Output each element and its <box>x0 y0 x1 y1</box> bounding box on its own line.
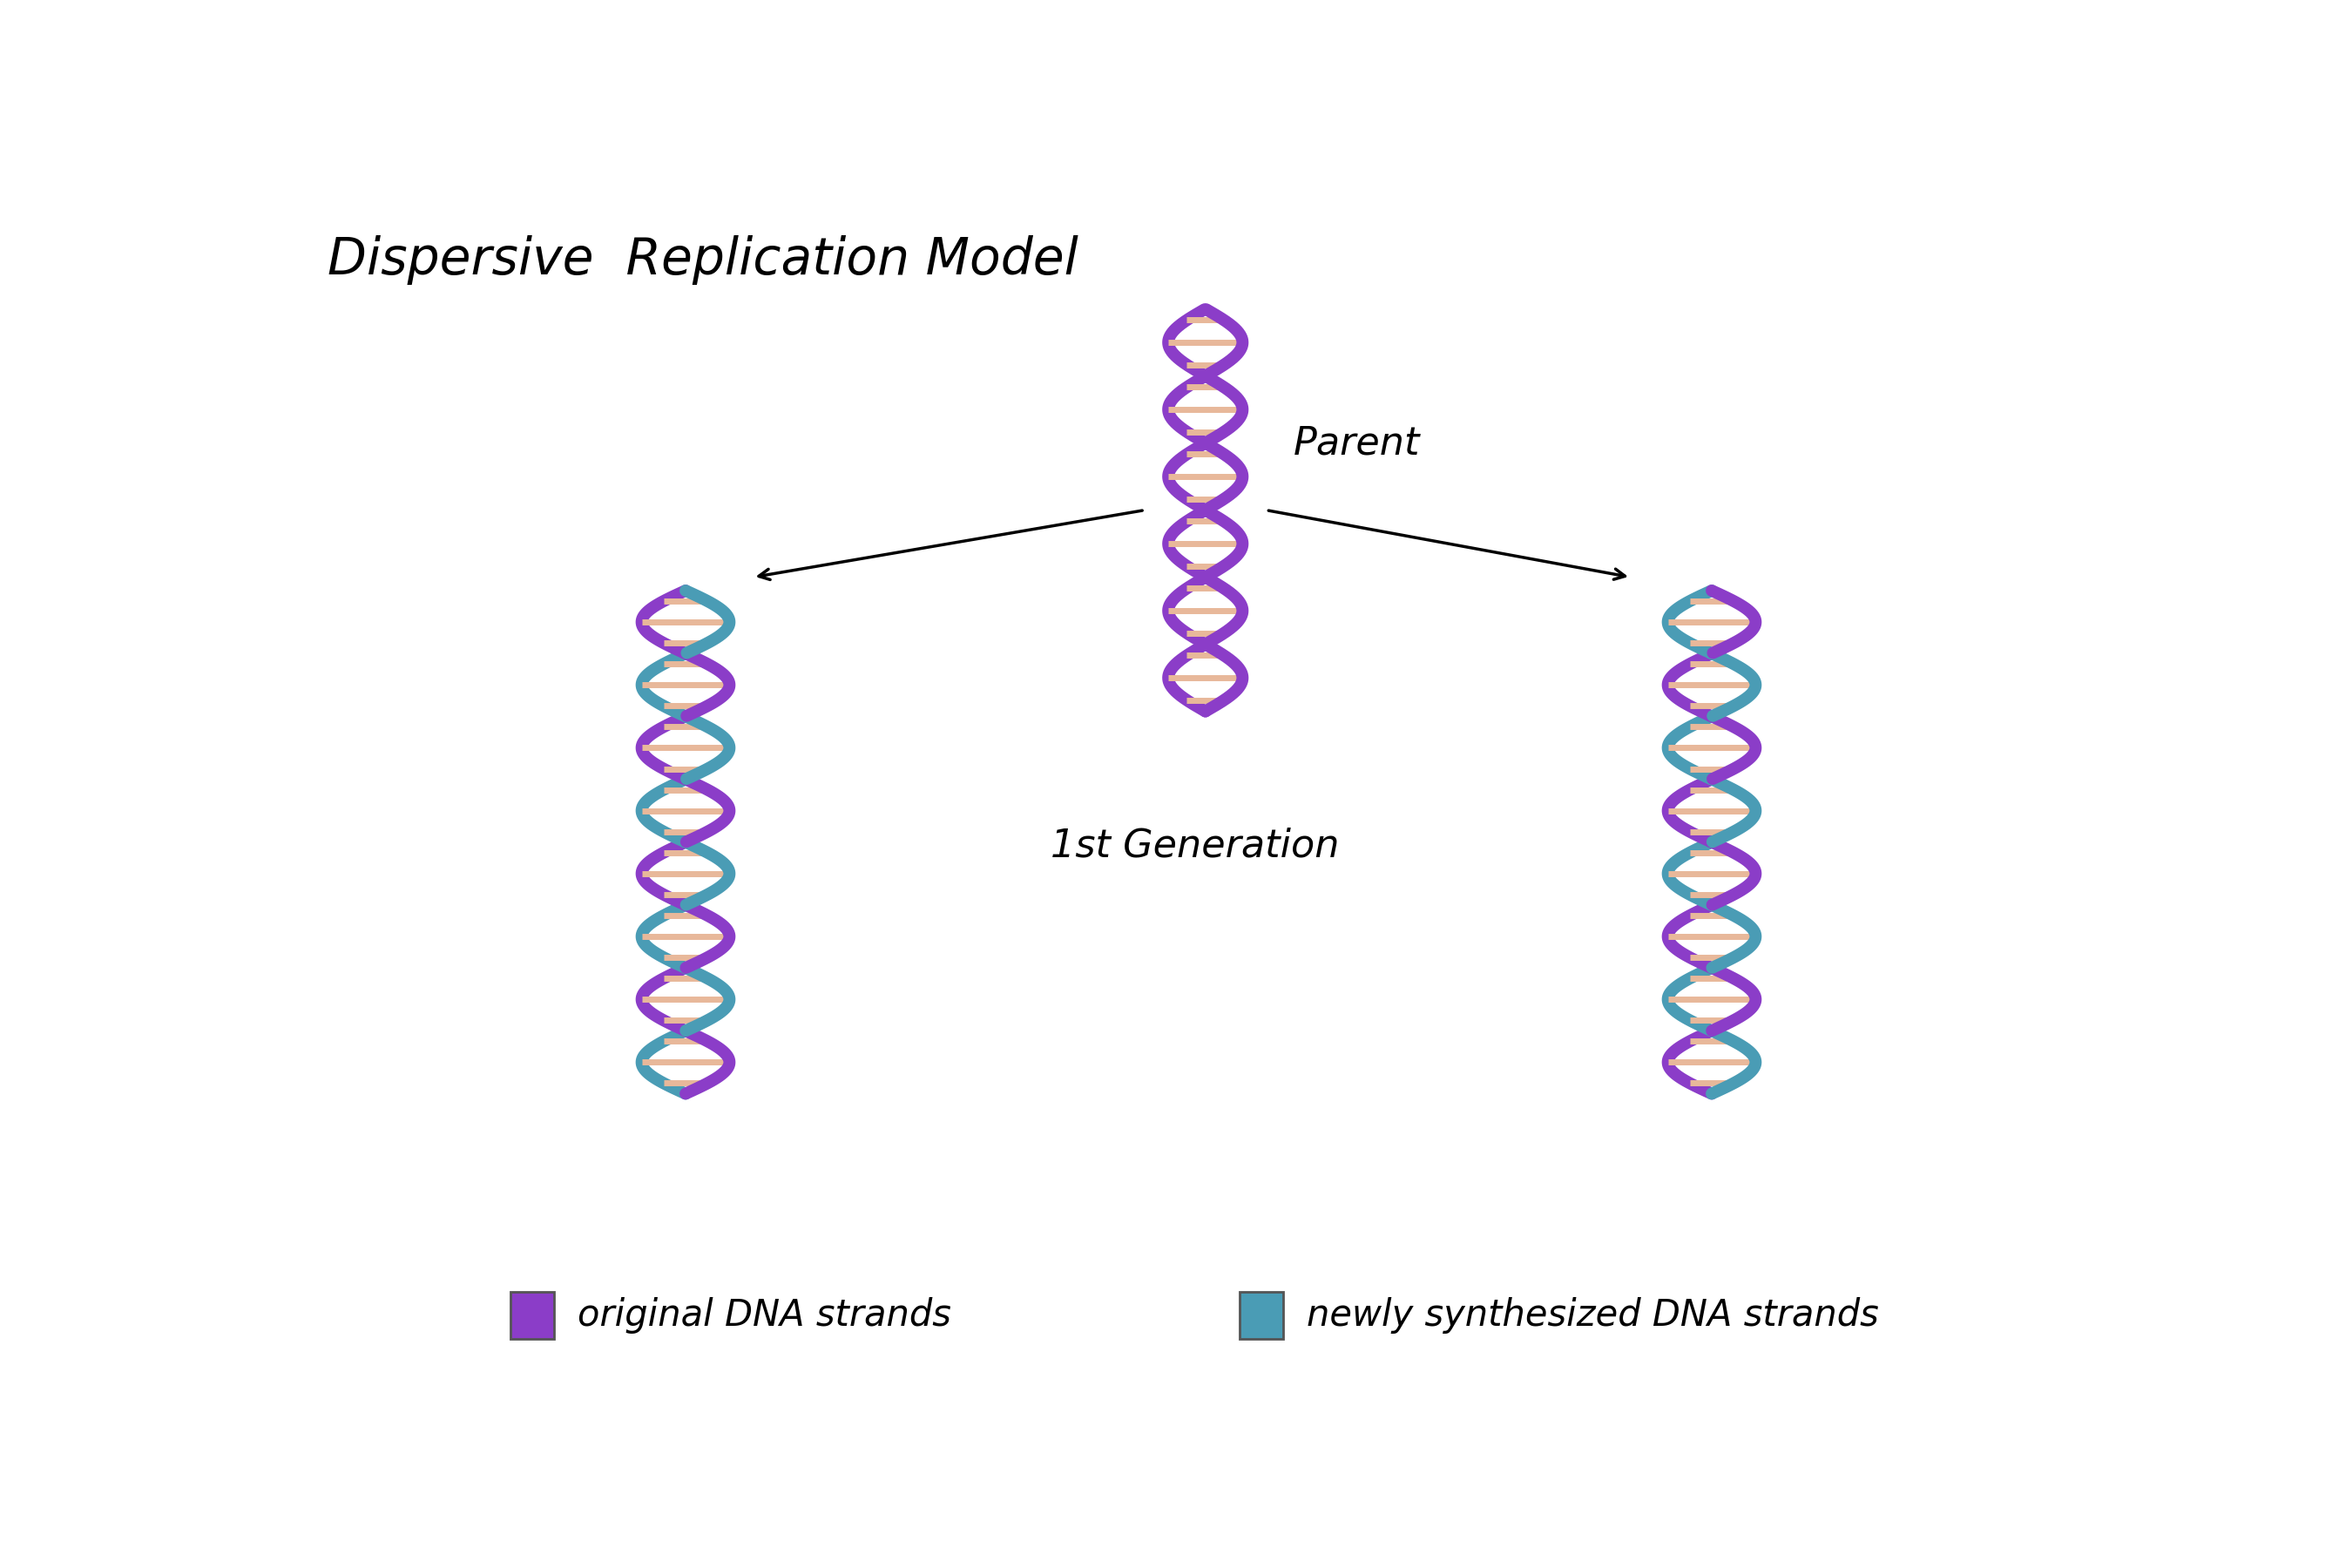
Text: newly synthesized DNA strands: newly synthesized DNA strands <box>1308 1297 1879 1333</box>
Bar <box>1240 1292 1284 1339</box>
Text: 1st Generation: 1st Generation <box>1049 826 1338 864</box>
Text: Parent: Parent <box>1294 425 1421 463</box>
Text: original DNA strands: original DNA strands <box>579 1297 950 1333</box>
Text: Dispersive  Replication Model: Dispersive Replication Model <box>327 235 1080 285</box>
Bar <box>510 1292 555 1339</box>
